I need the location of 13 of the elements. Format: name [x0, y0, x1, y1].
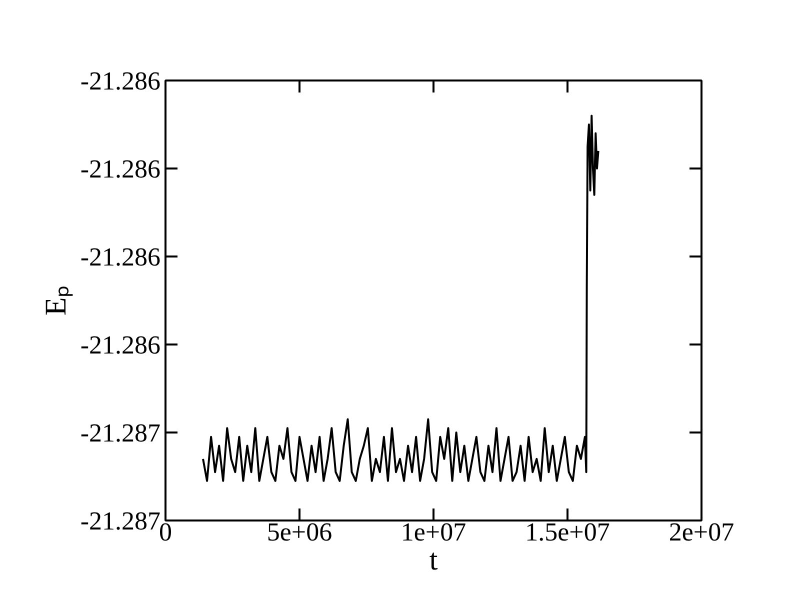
y-tick-label: -21.286	[80, 330, 161, 360]
y-tick-label: -21.286	[80, 242, 161, 272]
y-tick-label: -21.287	[80, 418, 161, 448]
y-tick-label: -21.286	[80, 154, 161, 184]
x-tick-label: 1e+07	[400, 518, 466, 546]
x-tick-label: 1.5e+07	[525, 518, 610, 546]
x-tick-label: 0	[159, 518, 172, 546]
x-tick-label: 2e+07	[668, 518, 734, 546]
y-tick-label: -21.287	[80, 506, 161, 536]
x-tick-label: 5e+06	[266, 518, 332, 546]
x-axis-title: t	[429, 544, 438, 576]
y-axis-title: Eₚ	[39, 285, 74, 316]
y-tick-label: -21.286	[80, 66, 161, 96]
